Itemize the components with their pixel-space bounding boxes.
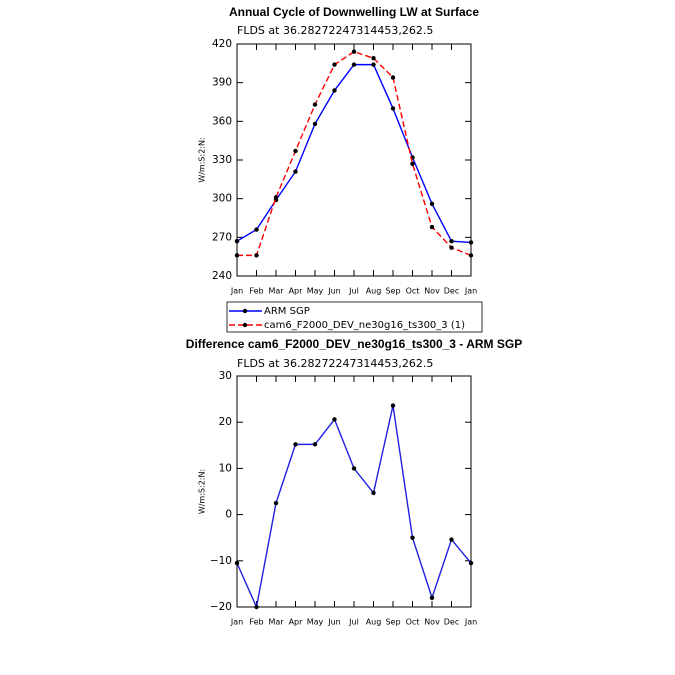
y-tick-label: 0 (225, 509, 232, 521)
marker (312, 442, 318, 447)
legend-marker (242, 322, 248, 328)
x-tick-label: Oct (406, 618, 420, 627)
marker (254, 253, 259, 258)
y-axis-label: W/m:S:2:N: (198, 469, 207, 514)
line (236, 63, 472, 244)
x-tick-label: Apr (289, 287, 304, 296)
chart-title: Difference cam6_F2000_DEV_ne30g16_ts300_… (186, 337, 522, 351)
chart-title: Annual Cycle of Downwelling LW at Surfac… (229, 5, 479, 19)
x-tick-label: Mar (268, 287, 284, 296)
x-tick-label: Nov (424, 287, 440, 296)
y-tick-label: 390 (212, 77, 232, 89)
marker (429, 201, 435, 207)
y-tick-label: −20 (210, 601, 232, 613)
x-tick-label: Dec (444, 618, 459, 627)
legend-label: cam6_F2000_DEV_ne30g16_ts300_3 (1) (264, 320, 465, 331)
marker (234, 239, 240, 244)
legend-marker (242, 308, 248, 314)
y-axis-label: W/m:S:2:N: (198, 137, 207, 182)
x-tick-label: Sep (385, 618, 400, 627)
marker (351, 466, 357, 471)
marker (254, 604, 259, 610)
y-tick-label: 300 (212, 193, 232, 205)
y-tick-label: 30 (219, 370, 232, 382)
marker (293, 169, 298, 174)
marker (234, 253, 240, 258)
marker (468, 240, 474, 245)
x-tick-label: Mar (268, 618, 284, 627)
marker (273, 500, 279, 506)
marker (429, 595, 435, 600)
marker (293, 148, 298, 154)
y-tick-label: 20 (219, 416, 232, 428)
line (237, 50, 472, 257)
marker (390, 403, 396, 408)
x-tick-label: Aug (366, 618, 382, 627)
marker (371, 490, 376, 496)
x-tick-label: Oct (406, 287, 420, 296)
x-tick-label: Jun (327, 618, 341, 627)
x-tick-label: Jul (348, 287, 359, 296)
marker (390, 75, 396, 80)
x-tick-label: Aug (366, 287, 382, 296)
marker (371, 62, 376, 67)
marker (293, 442, 298, 447)
marker (449, 245, 454, 250)
marker (371, 55, 376, 61)
y-tick-label: 420 (212, 38, 232, 50)
marker (468, 560, 474, 566)
marker (332, 417, 337, 422)
marker (449, 239, 454, 244)
marker (312, 102, 318, 107)
plot-frame (236, 375, 472, 608)
y-tick-label: 10 (219, 462, 232, 474)
x-tick-label: Dec (444, 287, 459, 296)
legend-box (226, 301, 483, 333)
x-tick-label: Jan (230, 287, 243, 296)
line (236, 405, 472, 610)
marker (449, 537, 454, 542)
x-tick-label: May (307, 618, 324, 627)
subtitle: FLDS at 36.28272247314453,262.5 (237, 357, 433, 370)
y-tick-label: 360 (212, 115, 232, 127)
marker (390, 106, 396, 111)
marker (312, 121, 318, 127)
x-tick-label: Nov (424, 618, 440, 627)
y-tick-label: 270 (212, 231, 232, 243)
x-tick-label: Feb (249, 618, 263, 627)
marker (410, 161, 415, 167)
marker (273, 195, 279, 200)
marker (332, 62, 337, 67)
marker (351, 49, 357, 54)
x-tick-label: Jan (464, 618, 477, 627)
x-tick-label: Jan (230, 618, 243, 627)
x-tick-label: May (307, 287, 324, 296)
y-tick-label: 330 (212, 154, 232, 166)
marker (332, 88, 337, 93)
marker (429, 224, 435, 230)
y-tick-label: −10 (210, 555, 232, 567)
x-tick-label: Jun (327, 287, 341, 296)
x-tick-label: Feb (249, 287, 263, 296)
marker (254, 227, 259, 232)
x-tick-label: Jul (348, 618, 359, 627)
marker (468, 253, 474, 258)
x-tick-label: Sep (385, 287, 400, 296)
marker (351, 62, 357, 67)
marker (410, 535, 415, 540)
x-tick-label: Apr (289, 618, 304, 627)
subtitle: FLDS at 36.28272247314453,262.5 (237, 24, 433, 37)
x-tick-label: Jan (464, 287, 477, 296)
marker (234, 560, 240, 566)
plot-frame (236, 43, 472, 277)
legend-label: ARM SGP (264, 306, 310, 317)
y-tick-label: 240 (212, 270, 232, 282)
